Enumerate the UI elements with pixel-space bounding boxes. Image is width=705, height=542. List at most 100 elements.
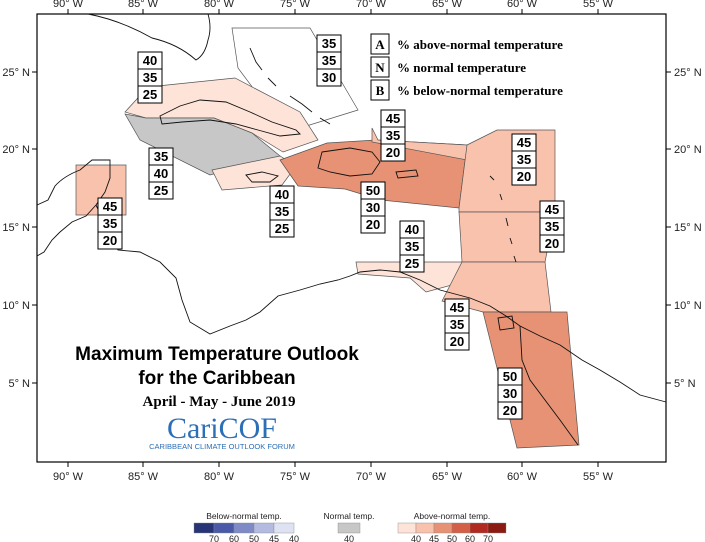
lon-label: 65° W	[432, 471, 463, 483]
longitude-labels-top: 90° W 85° W 80° W 75° W 70° W 65° W 60° …	[53, 0, 614, 10]
coast-hispaniola	[317, 147, 381, 177]
value-text-belize-0: 45	[103, 199, 117, 214]
lon-label: 55° W	[583, 0, 614, 10]
value-box-bahamas-2	[316, 68, 342, 87]
legend-above-swatch	[433, 522, 453, 534]
value-box-trinidad-2	[444, 332, 470, 351]
abn-key: A % above-normal temperature N % normal …	[370, 33, 563, 101]
value-box-abc_islands-2	[399, 254, 425, 273]
value-text-bahamas-1: 35	[322, 53, 336, 68]
lon-label: 70° W	[356, 0, 387, 10]
lat-label: 15° N	[2, 222, 30, 234]
region-leeward-islands	[458, 129, 556, 213]
legend-normal-tick: 40	[344, 534, 354, 542]
legend-below-title: Below-normal temp.	[206, 511, 282, 521]
value-box-windward-2	[539, 234, 565, 253]
value-text-bahamas-0: 35	[322, 36, 336, 51]
value-text-abc_islands-1: 35	[405, 239, 419, 254]
key-letter-b: B	[376, 83, 385, 98]
lat-label: 5° N	[8, 378, 30, 390]
value-box-cayman-2	[148, 181, 174, 200]
value-box-leeward-2	[511, 167, 537, 186]
lon-label: 85° W	[128, 0, 159, 10]
legend-above-tick: 45	[429, 534, 439, 542]
value-text-hispaniola-2: 20	[366, 217, 380, 232]
value-box-guianas-2	[497, 401, 523, 420]
value-text-turks_caicos-2: 20	[386, 145, 400, 160]
value-box-turks_caicos-2	[380, 143, 406, 162]
legend-below-swatch	[193, 522, 215, 534]
coast-south-america	[349, 269, 667, 403]
lon-label: 80° W	[204, 471, 235, 483]
coast-jamaica	[245, 171, 280, 183]
title-period: April - May - June 2019	[143, 394, 296, 410]
value-text-abc_islands-0: 40	[405, 222, 419, 237]
key-letter-a: A	[375, 37, 385, 52]
value-box-hispaniola-2	[360, 215, 386, 234]
value-text-leeward-0: 45	[517, 135, 531, 150]
legend-normal-title: Normal temp.	[323, 511, 374, 521]
value-text-cuba-2: 25	[143, 87, 157, 102]
legend-below-tick: 60	[229, 534, 239, 542]
legend-above-tick: 70	[483, 534, 493, 542]
coast-trinidad	[497, 315, 515, 331]
value-text-jamaica-0: 40	[275, 187, 289, 202]
coastlines	[36, 13, 667, 446]
coast-puerto-rico	[395, 169, 419, 179]
value-text-hispaniola-0: 50	[366, 183, 380, 198]
value-text-trinidad-0: 45	[450, 300, 464, 315]
region-value-boxes: 35 35 30 40 35 25 35 40 25 45 35 20 40 35 25 50 30 20 45 35…	[97, 34, 565, 420]
lon-label: 85° W	[128, 471, 159, 483]
value-text-guianas-0: 50	[503, 369, 517, 384]
colour-legend: Below-normal temp. 70 60 50 45 40 Normal tem…	[193, 511, 507, 542]
value-text-turks_caicos-1: 35	[386, 128, 400, 143]
lat-label: 5° N	[674, 378, 696, 390]
title-block: Maximum Temperature Outlook for the Cari…	[75, 344, 359, 451]
region-jamaica	[211, 155, 297, 191]
legend-above-tick: 40	[411, 534, 421, 542]
caricof-logo-subtitle: CARIBBEAN CLIMATE OUTLOOK FORUM	[149, 442, 295, 451]
value-text-belize-1: 35	[103, 216, 117, 231]
legend-below-tick: 40	[289, 534, 299, 542]
legend-below-swatches: 70 60 50 45 40	[193, 522, 299, 542]
legend-above-tick: 60	[465, 534, 475, 542]
lat-label: 20° N	[674, 144, 702, 156]
value-text-jamaica-1: 35	[275, 204, 289, 219]
value-text-abc_islands-2: 25	[405, 256, 419, 271]
lon-label: 80° W	[204, 0, 235, 10]
value-text-hispaniola-1: 30	[366, 200, 380, 215]
value-text-cayman-2: 25	[154, 183, 168, 198]
lon-label: 60° W	[507, 471, 538, 483]
value-text-jamaica-2: 25	[275, 221, 289, 236]
legend-above-swatch	[397, 522, 417, 534]
caricof-logo: CariCOF	[167, 412, 277, 445]
value-text-cayman-0: 35	[154, 149, 168, 164]
legend-above-swatch	[487, 522, 507, 534]
lat-label: 25° N	[674, 67, 702, 79]
key-box-a	[370, 33, 390, 55]
value-box-jamaica-2	[269, 219, 295, 238]
lon-label: 75° W	[280, 471, 311, 483]
legend-below-tick: 70	[209, 534, 219, 542]
tick-marks	[32, 9, 671, 467]
longitude-labels-bottom: 90° W 85° W 80° W 75° W 70° W 65° W 60° …	[53, 471, 614, 483]
legend-normal-swatches: 40	[337, 522, 361, 542]
coast-florida	[87, 13, 211, 61]
legend-below-swatch	[253, 522, 275, 534]
key-text-n: % normal temperature	[397, 60, 526, 75]
legend-above-swatch	[451, 522, 471, 534]
value-text-trinidad-2: 20	[450, 334, 464, 349]
title-line-1: Maximum Temperature Outlook	[75, 344, 359, 365]
lat-label: 10° N	[674, 300, 702, 312]
value-text-belize-2: 20	[103, 233, 117, 248]
lon-label: 75° W	[280, 0, 311, 10]
value-text-turks_caicos-0: 45	[386, 111, 400, 126]
lon-label: 60° W	[507, 0, 538, 10]
value-text-trinidad-1: 35	[450, 317, 464, 332]
key-box-n	[370, 56, 390, 78]
value-text-windward-1: 35	[545, 219, 559, 234]
value-text-leeward-2: 20	[517, 169, 531, 184]
lat-label: 10° N	[2, 300, 30, 312]
legend-below-tick: 45	[269, 534, 279, 542]
